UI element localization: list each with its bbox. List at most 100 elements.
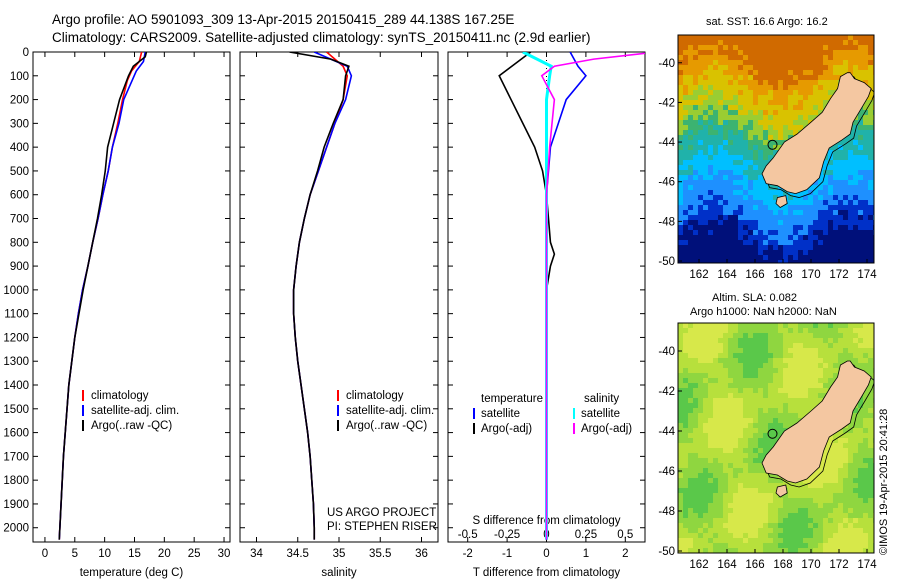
- legend-label: Argo(-adj): [481, 423, 532, 435]
- map-frame: [677, 34, 875, 264]
- imos-watermark: ©IMOS 19-Apr-2015 20:41:28: [878, 408, 890, 555]
- south-island-land: [761, 72, 872, 195]
- argo-position-marker: [767, 428, 778, 439]
- y-tick-label: 200: [10, 95, 29, 107]
- y-tick-label: 1000: [3, 285, 29, 297]
- x-tick-label: -1: [502, 548, 512, 560]
- legend-label: satellite: [581, 408, 620, 420]
- series-group: [498, 52, 645, 540]
- series-line-climatology: [292, 52, 349, 540]
- series-line-argoadj: [540, 52, 645, 540]
- pi-credit: PI: STEPHEN RISER: [327, 521, 437, 533]
- map-y-tick-label: -40: [658, 58, 675, 70]
- y-tick-label: 800: [10, 237, 29, 249]
- legend-title-salinity: salinity: [584, 393, 619, 405]
- series-line-argoadj: [498, 52, 556, 540]
- map-x-tick-label: 162: [689, 269, 708, 281]
- y-tick-label: 900: [10, 261, 29, 273]
- map-x-tick-label: 170: [801, 269, 820, 281]
- map-y-tick-label: -44: [658, 426, 675, 438]
- climatology-title: Climatology: CARS2009. Satellite-adjuste…: [52, 30, 591, 45]
- map-y-tick-label: -48: [658, 506, 675, 518]
- map-y-tick-label: -40: [658, 346, 675, 358]
- series-group: [58, 52, 148, 540]
- x-tick-label: -2: [463, 548, 473, 560]
- sst-map: 162 164 166 168 170 172 174 -40 -42 -44 -46 -48 -50: [658, 34, 877, 281]
- sla-field: [678, 323, 874, 553]
- y-tick-label: 1200: [3, 332, 29, 344]
- map-x-tick-label: 162: [689, 559, 708, 571]
- x-axis-label: T difference from climatology: [473, 567, 620, 579]
- map-y-tick-label: -46: [658, 466, 675, 478]
- x2-tick-label: 0.25: [575, 529, 597, 541]
- argo-position-marker: [767, 139, 778, 150]
- x-tick-label: 35: [333, 548, 346, 560]
- sst-field: [678, 35, 874, 263]
- map-y-tick-label: -48: [658, 216, 675, 228]
- x-tick-label: 36: [415, 548, 428, 560]
- y-tick-label: 1800: [3, 475, 29, 487]
- map-x-tick-label: 174: [857, 269, 877, 281]
- x-tick-label: 35.5: [369, 548, 391, 560]
- map-x-tick-label: 168: [773, 269, 792, 281]
- profile-panel-2: 34 34.5 35 35.5 36 salinity climatology satelli…: [239, 51, 439, 579]
- profile-panel-1: 0 5 10 15 20 25 30 temperature (deg C) 0 100 200 30…: [3, 47, 231, 579]
- y-tick-label: 1600: [3, 428, 29, 440]
- stewart-island-land: [775, 195, 788, 208]
- legend-label: satellite-adj. clim.: [346, 405, 434, 417]
- x-tick-label: 30: [218, 548, 231, 560]
- y-tick-label: 1300: [3, 356, 29, 368]
- x-tick-label: 0: [42, 548, 48, 560]
- y-tick-label: 400: [10, 142, 29, 154]
- y-tick-label: 0: [23, 47, 29, 59]
- x-tick-label: 20: [158, 548, 171, 560]
- y-tick-label: 300: [10, 118, 29, 130]
- x-tick-label: 34: [250, 548, 263, 560]
- legend-label: climatology: [346, 390, 404, 402]
- y-tick-label: 1700: [3, 451, 29, 463]
- legend-label: satellite: [481, 408, 520, 420]
- map-x-tick-label: 166: [745, 559, 764, 571]
- legend-label: satellite-adj. clim.: [91, 405, 179, 417]
- series-line-argorawqc: [289, 52, 350, 540]
- map-y-tick-label: -42: [658, 386, 675, 398]
- profile-title: Argo profile: AO 5901093_309 13-Apr-2015…: [52, 12, 515, 27]
- profile-panel-3: -2 -1 0 1 2T difference from climatology -0.5…: [447, 51, 646, 579]
- y-tick-label: 600: [10, 190, 29, 202]
- y-tick-label: 1100: [4, 309, 29, 321]
- y-tick-label: 500: [10, 166, 29, 178]
- y-tick-label: 2000: [3, 523, 29, 535]
- legend-label: Argo(..raw -QC): [91, 420, 172, 432]
- map-y-tick-label: -44: [658, 137, 675, 149]
- series-line-satelliteadjclim: [292, 52, 353, 540]
- legend-label: Argo(-adj): [581, 423, 632, 435]
- x-tick-label: 5: [72, 548, 78, 560]
- map-y-tick-label: -42: [658, 97, 675, 109]
- y-tick-label: 700: [10, 214, 29, 226]
- x-tick-label: 10: [98, 548, 111, 560]
- sst-map-title: sat. SST: 16.6 Argo: 16.2: [706, 16, 828, 28]
- project-credit: US ARGO PROJECT: [327, 507, 436, 519]
- map-x-tick-label: 168: [773, 559, 792, 571]
- south-island-land: [761, 360, 872, 484]
- series-line-argorawqc: [58, 52, 148, 540]
- y-tick-label: 1400: [3, 380, 29, 392]
- stewart-island-land: [775, 484, 788, 498]
- series-line-climatology: [58, 52, 143, 540]
- x-tick-label: 1: [583, 548, 589, 560]
- x-tick-label: 15: [128, 548, 141, 560]
- series-group: [289, 52, 353, 540]
- x-tick-label: 34.5: [287, 548, 309, 560]
- y-tick-label: 1500: [3, 404, 29, 416]
- map-y-tick-label: -50: [658, 256, 675, 268]
- series-line-satelliteadjclim: [58, 52, 147, 540]
- map-y-tick-label: -50: [658, 546, 675, 558]
- legend-title-temperature: temperature: [481, 393, 543, 405]
- map-x-tick-label: 166: [745, 269, 764, 281]
- y-tick-label: 100: [10, 71, 29, 83]
- map-x-tick-label: 164: [717, 559, 737, 571]
- x-axis-label: salinity: [321, 567, 356, 579]
- x2-tick-label: -0.25: [494, 529, 520, 541]
- panel-frame: [32, 51, 231, 543]
- sla-map: 162 164 166 168 170 172 174 -40 -42 -44 -46 -48 -50: [658, 322, 877, 571]
